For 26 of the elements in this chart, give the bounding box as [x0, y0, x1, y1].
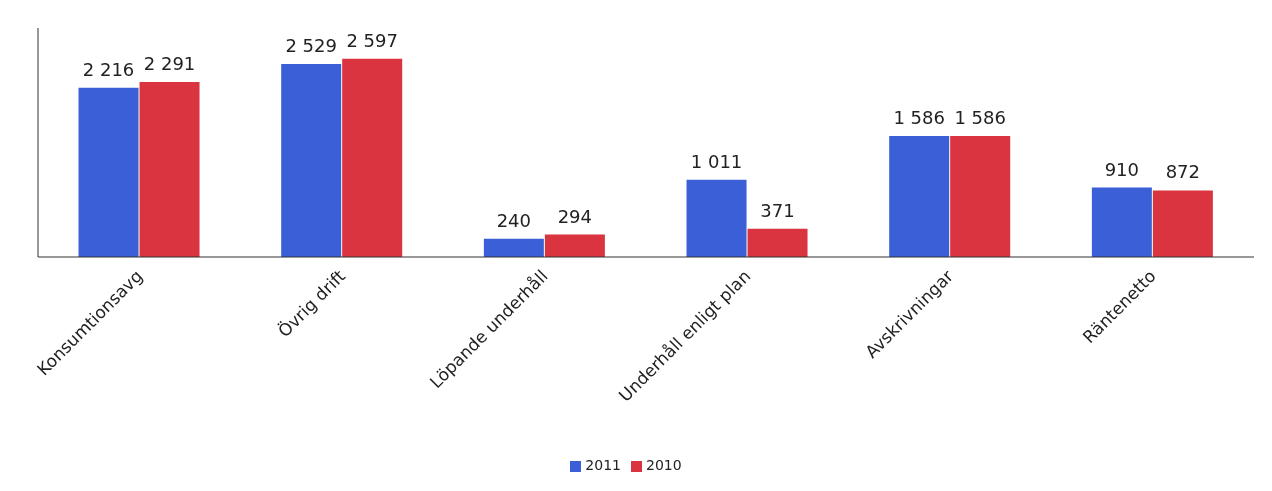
legend-label: 2011 — [585, 457, 621, 473]
data-label: 1 011 — [690, 150, 743, 172]
data-label: 2 529 — [285, 34, 337, 56]
bar — [686, 179, 747, 257]
bar — [950, 135, 1011, 257]
bar — [889, 135, 950, 257]
data-label: 2 216 — [82, 58, 135, 80]
bar — [78, 87, 139, 257]
bar — [544, 234, 605, 257]
bar — [483, 238, 544, 257]
bar — [1091, 187, 1152, 257]
data-label: 240 — [496, 209, 532, 231]
bar — [139, 82, 200, 257]
data-label: 1 586 — [954, 106, 1006, 128]
data-label: 910 — [1104, 158, 1140, 180]
bar — [1152, 190, 1213, 257]
data-label: 2 597 — [346, 29, 398, 51]
bar — [747, 228, 808, 257]
bar — [342, 58, 403, 257]
data-label: 294 — [557, 205, 593, 227]
data-label: 371 — [760, 199, 795, 221]
bar — [281, 63, 342, 257]
data-label: 1 586 — [893, 106, 945, 128]
data-label: 872 — [1165, 161, 1201, 183]
legend-label: 2010 — [646, 457, 682, 473]
data-label: 2 291 — [143, 53, 196, 75]
